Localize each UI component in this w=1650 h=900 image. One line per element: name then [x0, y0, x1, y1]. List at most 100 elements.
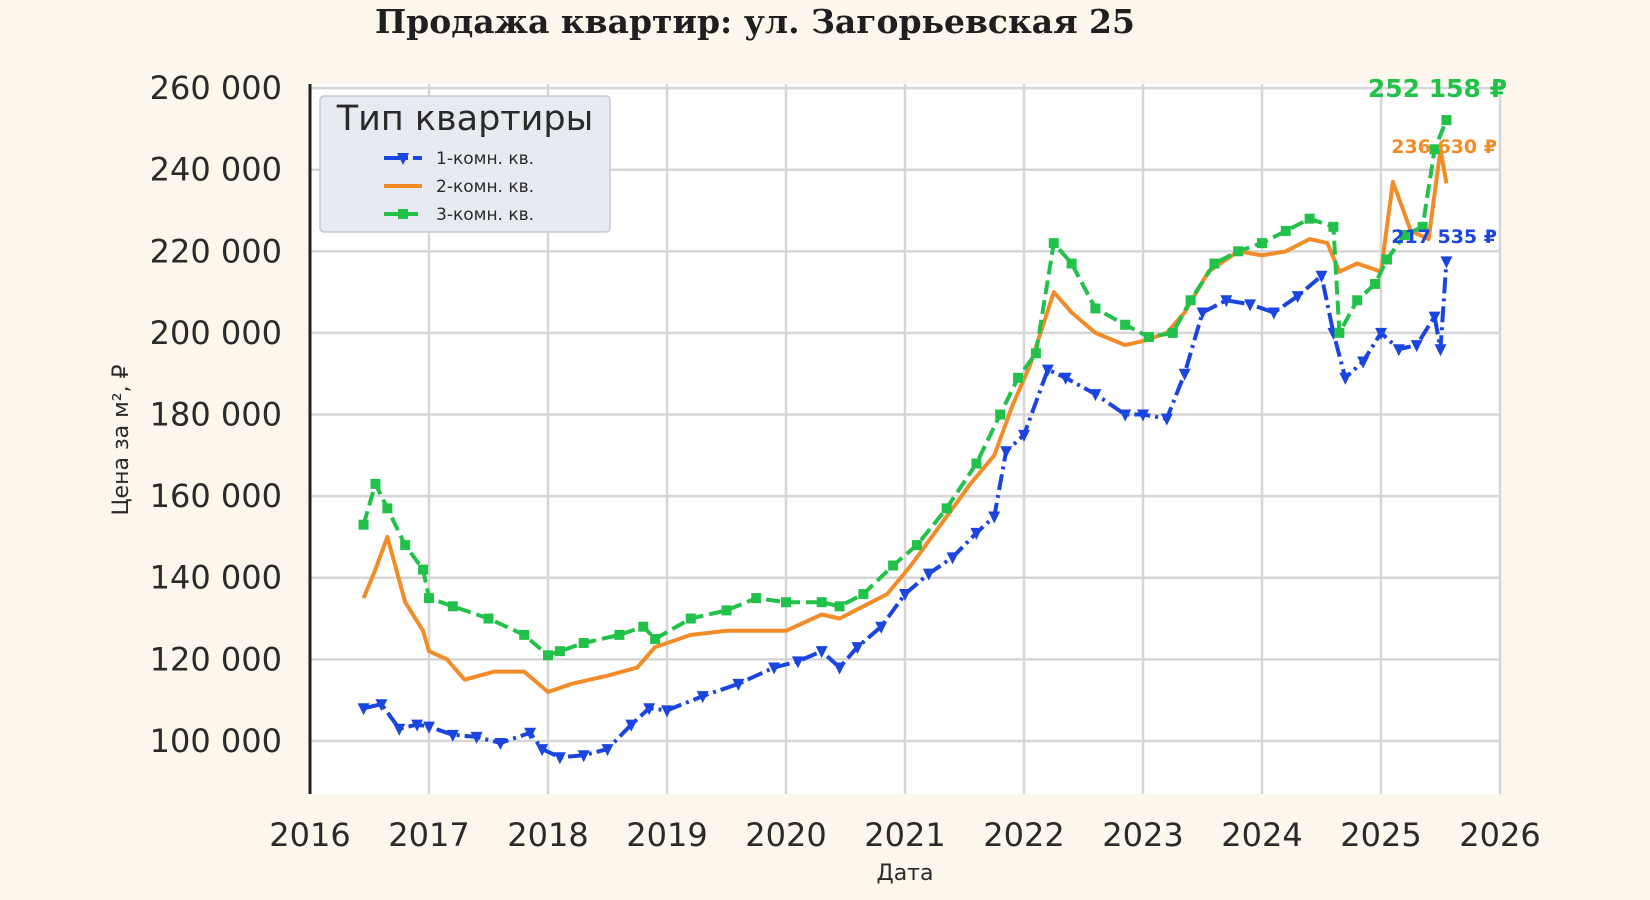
data-point: [875, 621, 888, 634]
data-point: [553, 752, 566, 765]
data-point: [1410, 340, 1423, 353]
data-point: [1120, 319, 1131, 330]
legend-label: 2-комн. кв.: [436, 177, 534, 197]
y-tick-label: 140 000: [150, 559, 282, 597]
data-point: [858, 589, 869, 600]
data-point: [357, 703, 370, 716]
data-point: [833, 662, 846, 675]
data-point: [494, 737, 507, 750]
data-point: [1257, 238, 1267, 249]
data-point: [1434, 344, 1447, 357]
data-point: [1429, 144, 1440, 155]
y-axis-label: Цена за м², ₽: [109, 364, 134, 515]
y-tick-label: 200 000: [150, 314, 282, 352]
data-point: [815, 646, 828, 659]
data-point: [1392, 344, 1405, 357]
data-point: [370, 478, 381, 489]
data-point: [519, 629, 530, 640]
data-point: [1267, 307, 1280, 320]
x-tick-label: 2025: [1340, 816, 1421, 854]
series-2: [361, 147, 1449, 694]
y-tick-label: 220 000: [150, 232, 282, 270]
data-point: [578, 638, 589, 649]
data-point: [995, 409, 1006, 420]
data-point: [1030, 348, 1041, 359]
series-1: [357, 256, 1453, 765]
data-point: [536, 744, 549, 757]
data-point: [1357, 356, 1370, 369]
data-point: [1220, 295, 1233, 308]
series-line: [361, 147, 1449, 694]
data-point: [447, 601, 458, 612]
data-point: [1048, 238, 1059, 249]
data-point: [1381, 254, 1392, 265]
data-point: [1000, 446, 1013, 459]
data-point: [911, 540, 922, 551]
data-point: [971, 458, 982, 469]
data-point: [732, 678, 745, 691]
x-tick-label: 2018: [507, 816, 588, 854]
data-point: [1185, 295, 1196, 306]
end-value-label: 236 630 ₽: [1391, 136, 1497, 158]
data-point: [1119, 409, 1132, 422]
legend: Тип квартиры 1-комн. кв. 2-комн. кв. 3-ком…: [319, 95, 611, 233]
data-point: [888, 560, 899, 571]
data-point: [768, 662, 781, 675]
data-point: [1280, 225, 1291, 236]
legend-title: Тип квартиры: [336, 99, 594, 139]
data-point: [1137, 409, 1149, 422]
y-tick-label: 100 000: [150, 722, 282, 760]
data-point: [543, 650, 553, 661]
legend-marker: [398, 209, 408, 219]
data-point: [524, 727, 537, 740]
data-point: [1440, 256, 1453, 269]
data-point: [816, 597, 827, 608]
data-point: [1375, 327, 1387, 340]
series-3: [358, 115, 1452, 661]
data-point: [1066, 258, 1077, 269]
end-value-label: 217 535 ₽: [1391, 226, 1497, 248]
x-axis-ticks: 2016 2017 2018 2019 2020 2021 2022 2023 2024 2025…: [269, 816, 1540, 854]
data-point: [1089, 389, 1102, 402]
legend-label: 3-комн. кв.: [436, 205, 534, 225]
data-point: [577, 750, 590, 763]
end-labels: 217 535 ₽ 236 630 ₽ 252 158 ₽: [1368, 74, 1507, 248]
data-point: [1209, 258, 1220, 269]
data-point: [411, 719, 424, 732]
data-point: [922, 568, 935, 581]
y-tick-label: 160 000: [150, 477, 282, 515]
data-point: [791, 656, 804, 669]
data-point: [834, 601, 845, 612]
data-point: [851, 642, 864, 655]
data-point: [988, 511, 1001, 524]
data-point: [446, 729, 459, 742]
data-point: [554, 646, 565, 657]
data-point: [1233, 246, 1244, 257]
data-point: [751, 593, 762, 604]
data-point: [946, 552, 959, 565]
data-point: [1244, 299, 1257, 312]
data-point: [1315, 270, 1328, 283]
legend-label: 1-комн. кв.: [436, 149, 534, 169]
data-point: [400, 540, 411, 551]
data-point: [1291, 291, 1304, 304]
x-tick-label: 2021: [864, 816, 945, 854]
x-tick-label: 2026: [1459, 816, 1540, 854]
data-point: [1160, 413, 1173, 426]
y-tick-label: 180 000: [150, 396, 282, 434]
legend-items: 1-комн. кв. 2-комн. кв. 3-комн. кв.: [384, 149, 534, 225]
chart-title: Продажа квартир: ул. Загорьевская 25: [375, 2, 1135, 41]
data-point: [1441, 115, 1452, 126]
data-point: [941, 503, 952, 514]
data-point: [1018, 429, 1030, 442]
data-point: [1334, 327, 1345, 338]
x-tick-label: 2019: [626, 816, 707, 854]
data-point: [1304, 213, 1315, 224]
data-point: [393, 723, 406, 736]
y-tick-label: 260 000: [150, 69, 282, 107]
legend-marker: [397, 153, 409, 165]
data-point: [661, 705, 673, 718]
data-point: [375, 699, 388, 712]
x-tick-label: 2020: [745, 816, 826, 854]
